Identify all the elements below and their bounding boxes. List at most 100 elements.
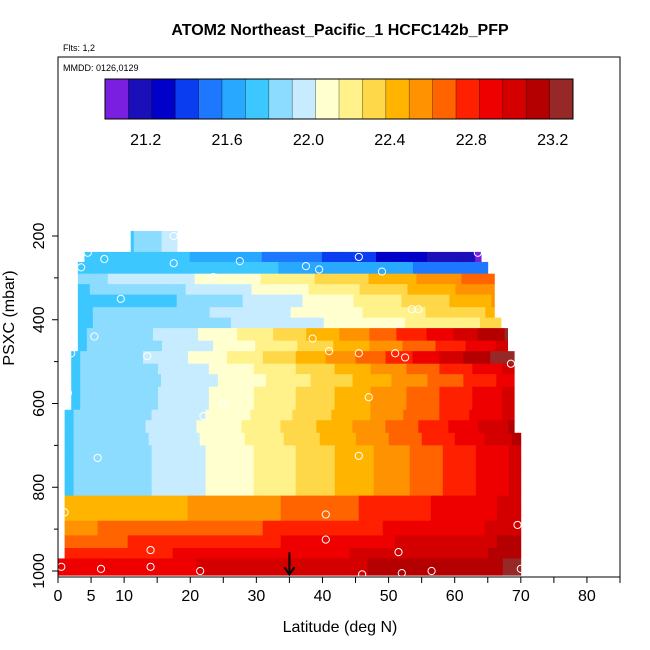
heatmap-cell <box>79 495 84 509</box>
heatmap-cell <box>229 470 234 484</box>
heatmap-cell <box>348 328 352 342</box>
heatmap-cell <box>187 374 192 388</box>
heatmap-cell <box>269 261 273 275</box>
heatmap-cell <box>338 261 342 275</box>
heatmap-cell <box>365 261 369 275</box>
heatmap-cell <box>508 397 512 411</box>
heatmap-cell <box>328 558 332 576</box>
heatmap-cell <box>487 351 491 365</box>
heatmap-cell <box>424 508 429 522</box>
heatmap-cell <box>460 386 464 398</box>
heatmap-cell <box>214 535 219 549</box>
heatmap-cell <box>166 558 170 576</box>
heatmap-cell <box>328 432 333 446</box>
heatmap-cell <box>439 261 444 275</box>
heatmap-cell <box>415 261 420 275</box>
heatmap-cell <box>293 284 297 296</box>
heatmap-cell <box>425 307 429 319</box>
heatmap-cell <box>342 328 346 342</box>
heatmap-cell <box>136 483 141 497</box>
heatmap-cell <box>269 284 274 296</box>
heatmap-cell <box>166 470 171 484</box>
heatmap-cell <box>217 363 222 375</box>
heatmap-cell <box>433 351 437 365</box>
heatmap-cell <box>309 328 313 342</box>
heatmap-cell <box>448 261 453 275</box>
heatmap-cell <box>430 508 435 522</box>
heatmap-cell <box>76 457 81 471</box>
heatmap-cell <box>136 445 141 459</box>
heatmap-cell <box>433 432 438 446</box>
heatmap-cell <box>469 397 473 411</box>
heatmap-cell <box>92 340 97 352</box>
heatmap-cell <box>304 520 309 536</box>
heatmap-cell <box>484 386 488 398</box>
heatmap-cell <box>435 328 439 342</box>
heatmap-cell <box>331 432 336 446</box>
heatmap-cell <box>448 351 452 365</box>
heatmap-cell <box>85 445 90 459</box>
heatmap-cell <box>325 374 330 388</box>
heatmap-cell <box>440 284 444 296</box>
heatmap-cell <box>475 535 480 549</box>
heatmap-cell <box>149 317 154 329</box>
heatmap-cell <box>517 445 522 459</box>
heatmap-cell <box>155 294 160 308</box>
heatmap-cell <box>232 409 236 421</box>
heatmap-cell <box>453 328 457 342</box>
heatmap-cell <box>382 457 387 471</box>
heatmap-cell <box>346 547 351 559</box>
heatmap-cell <box>190 520 195 536</box>
heatmap-cell <box>442 483 447 497</box>
heatmap-cell <box>412 251 416 263</box>
heatmap-cell <box>250 508 255 522</box>
heatmap-cell <box>95 273 100 285</box>
heatmap-cell <box>151 470 156 484</box>
heatmap-cell <box>190 535 195 549</box>
heatmap-cell <box>281 273 286 285</box>
heatmap-cell <box>164 397 168 411</box>
heatmap-cell <box>178 495 183 509</box>
heatmap-cell <box>418 261 423 275</box>
heatmap-cell <box>391 397 395 411</box>
heatmap-cell <box>237 340 241 352</box>
heatmap-cell <box>340 363 345 375</box>
heatmap-cell <box>250 535 255 549</box>
heatmap-cell <box>369 328 373 342</box>
heatmap-cell <box>193 374 198 388</box>
heatmap-cell <box>411 340 415 352</box>
heatmap-cell <box>362 273 366 285</box>
heatmap-cell <box>284 261 288 275</box>
sample-point <box>199 411 208 421</box>
heatmap-cell <box>235 351 240 365</box>
heatmap-cell <box>331 495 336 509</box>
heatmap-cell <box>415 397 419 411</box>
heatmap-cell <box>271 409 275 421</box>
heatmap-cell <box>158 328 163 342</box>
heatmap-cell <box>186 251 191 263</box>
heatmap-cell <box>469 457 474 471</box>
heatmap-cell <box>370 558 374 576</box>
heatmap-cell <box>406 261 411 275</box>
heatmap-cell <box>110 351 114 365</box>
heatmap-cell <box>208 420 212 434</box>
heatmap-cell <box>412 508 417 522</box>
heatmap-cell <box>140 273 145 285</box>
heatmap-cell <box>424 374 428 388</box>
heatmap-cell <box>149 328 154 342</box>
heatmap-cell <box>118 535 123 549</box>
heatmap-cell <box>332 261 336 275</box>
heatmap-cell <box>164 351 168 365</box>
heatmap-cell <box>247 397 252 411</box>
heatmap-cell <box>278 261 282 275</box>
heatmap-cell <box>402 328 406 342</box>
heatmap-cell <box>296 284 300 296</box>
heatmap-cell <box>461 307 465 319</box>
heatmap-cell <box>73 432 78 446</box>
heatmap-cell <box>472 420 476 434</box>
heatmap-cell <box>139 558 143 576</box>
heatmap-cell <box>427 251 431 263</box>
heatmap-cell <box>239 307 244 319</box>
heatmap-cell <box>123 251 127 263</box>
heatmap-cell <box>166 508 171 522</box>
